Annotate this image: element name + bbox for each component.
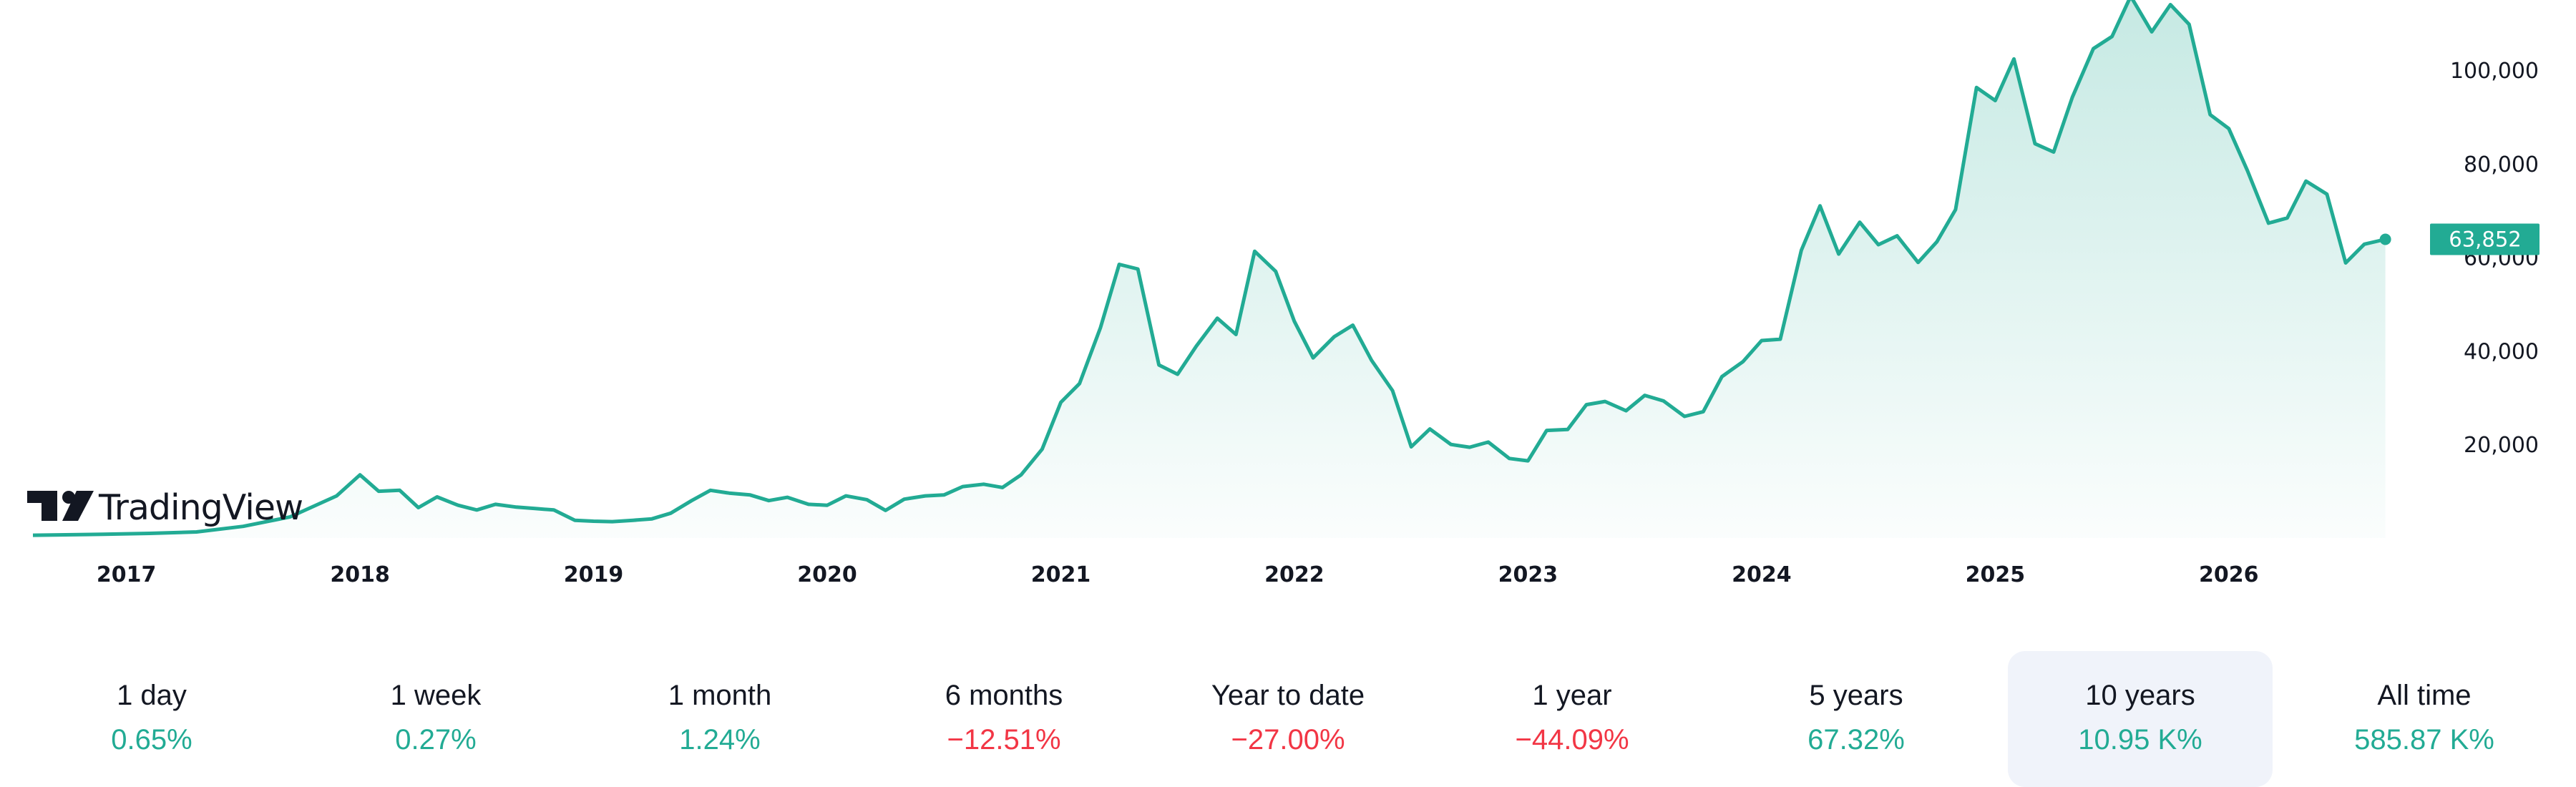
period-selector: 1 day 0.65% 1 week 0.27% 1 month 1.24% 6 month… [0, 651, 2576, 787]
x-tick-label: 2022 [1264, 562, 1324, 587]
x-tick-label: 2026 [2199, 562, 2259, 587]
period-label: 6 months [945, 680, 1063, 711]
period-tab-1-week[interactable]: 1 week 0.27% [303, 651, 568, 787]
period-tab-1-year[interactable]: 1 year −44.09% [1440, 651, 1704, 787]
price-chart[interactable]: 2017 2018 2019 2020 2021 2022 2023 2024 2025 2026… [0, 0, 2576, 644]
period-change-value: −44.09% [1515, 724, 1629, 756]
last-price-label: 63,852 [2449, 228, 2521, 252]
x-tick-label: 2023 [1498, 562, 1558, 587]
price-area-fill [33, 0, 2386, 538]
period-change-value: 10.95 K% [2078, 724, 2202, 756]
x-axis: 2017 2018 2019 2020 2021 2022 2023 2024 2025 2026 [97, 562, 2259, 587]
y-tick-label: 100,000 [2450, 59, 2539, 84]
tradingview-logo-icon [27, 491, 94, 521]
x-tick-label: 2025 [1966, 562, 2026, 587]
x-tick-label: 2019 [564, 562, 624, 587]
period-label: 10 years [2085, 680, 2195, 711]
period-tab-all-time[interactable]: All time 585.87 K% [2292, 651, 2557, 787]
period-change-value: 0.65% [111, 724, 192, 756]
last-price-marker: 63,852 [2379, 223, 2540, 255]
x-tick-label: 2021 [1031, 562, 1091, 587]
last-price-badge [2430, 223, 2540, 255]
period-change-value: 585.87 K% [2354, 724, 2494, 756]
y-tick-label: 40,000 [2464, 339, 2539, 364]
period-change-value: −12.51% [947, 724, 1061, 756]
period-tab-1-day[interactable]: 1 day 0.65% [19, 651, 284, 787]
y-tick-label: 80,000 [2464, 152, 2539, 177]
period-label: 1 month [668, 680, 772, 711]
tradingview-logo[interactable]: TradingView [27, 487, 303, 528]
x-tick-label: 2020 [797, 562, 857, 587]
x-tick-label: 2024 [1732, 562, 1792, 587]
period-label: 1 day [117, 680, 187, 711]
period-change-value: 67.32% [1807, 724, 1905, 756]
plot-area [32, 0, 2386, 538]
period-label: 1 week [390, 680, 482, 711]
period-change-value: 0.27% [395, 724, 477, 756]
period-tab-year-to-date[interactable]: Year to date −27.00% [1156, 651, 1420, 787]
period-tab-6-months[interactable]: 6 months −12.51% [872, 651, 1136, 787]
last-price-dot [2379, 233, 2391, 245]
tradingview-logo-text: TradingView [98, 487, 303, 528]
period-tab-1-month[interactable]: 1 month 1.24% [587, 651, 852, 787]
period-change-value: 1.24% [679, 724, 761, 756]
x-tick-label: 2017 [97, 562, 157, 587]
period-change-value: −27.00% [1231, 724, 1345, 756]
period-tab-10-years[interactable]: 10 years 10.95 K% [2008, 651, 2273, 787]
period-label: All time [2377, 680, 2472, 711]
price-line [32, 0, 2386, 537]
period-label: 1 year [1532, 680, 1612, 711]
period-label: 5 years [1809, 680, 1903, 711]
x-tick-label: 2018 [330, 562, 390, 587]
y-tick-label: 20,000 [2464, 433, 2539, 458]
period-label: Year to date [1211, 680, 1365, 711]
period-tab-5-years[interactable]: 5 years 67.32% [1724, 651, 1989, 787]
